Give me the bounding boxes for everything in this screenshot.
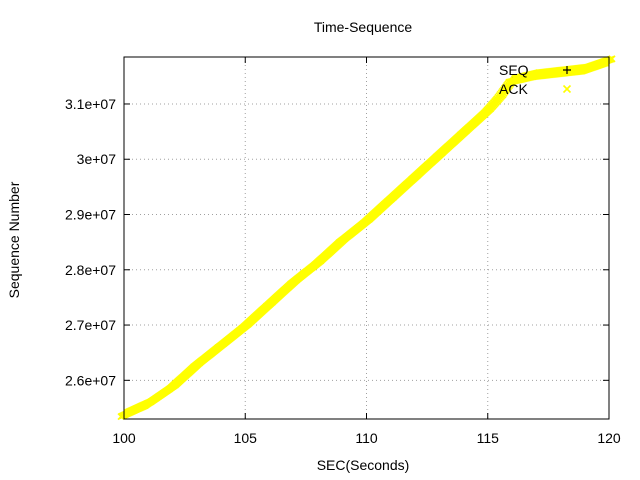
legend-marker-seq xyxy=(563,66,571,74)
grid xyxy=(124,57,609,419)
x-tick-label: 115 xyxy=(477,430,500,446)
ack-point xyxy=(608,55,616,63)
y-tick-label: 2.6e+07 xyxy=(65,372,116,388)
y-tick-label: 2.9e+07 xyxy=(65,207,116,223)
series-ack xyxy=(117,55,616,421)
legend-label-ack: ACK xyxy=(499,81,528,97)
x-tick-label: 105 xyxy=(234,430,258,446)
x-tick-label: 100 xyxy=(112,430,136,446)
y-tick-label: 3.1e+07 xyxy=(65,96,116,112)
y-tick-label: 2.7e+07 xyxy=(65,317,116,333)
legend-label-seq: SEQ xyxy=(499,62,529,78)
x-tick-label: 120 xyxy=(597,430,621,446)
chart-title: Time-Sequence xyxy=(314,19,413,35)
y-tick-label: 3e+07 xyxy=(77,151,117,167)
x-tick-label: 110 xyxy=(355,430,378,446)
legend-marker-ack xyxy=(562,84,572,94)
plot-area xyxy=(117,55,616,421)
axes: 100 105 110 115 120 2.6e+07 2.7e+07 2.8e+07 2.9e… xyxy=(65,56,621,446)
y-axis-label: Sequence Number xyxy=(6,181,22,298)
legend: SEQ ACK xyxy=(499,62,572,97)
y-tick-label: 2.8e+07 xyxy=(65,262,116,278)
ack-point xyxy=(602,59,610,67)
x-axis-label: SEC(Seconds) xyxy=(317,457,410,473)
